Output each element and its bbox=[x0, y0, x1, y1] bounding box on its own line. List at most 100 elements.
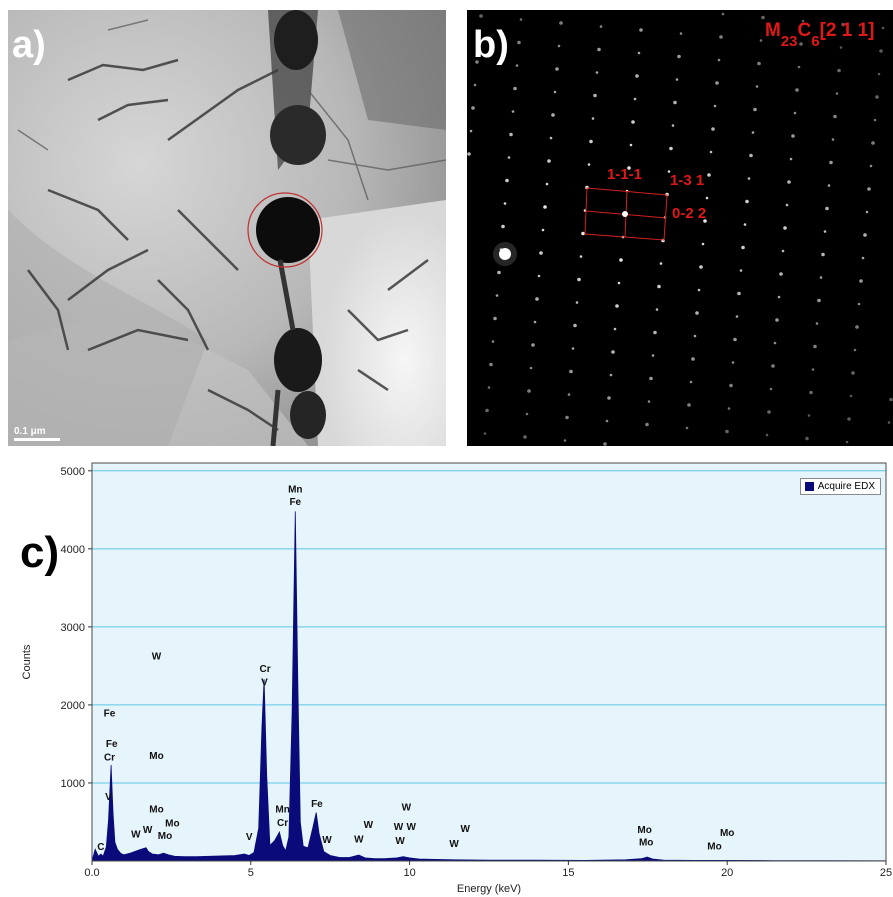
panel-c-letter: c) bbox=[20, 528, 60, 577]
diffraction-spot bbox=[617, 281, 621, 285]
diffraction-spot bbox=[839, 46, 843, 49]
peak-label: C bbox=[97, 842, 104, 853]
diffraction-spot bbox=[735, 315, 739, 318]
diffraction-spot bbox=[767, 410, 771, 414]
diffraction-spot bbox=[703, 219, 707, 223]
diffraction-spot bbox=[773, 341, 777, 345]
diffraction-spot bbox=[783, 226, 787, 230]
diffraction-spot bbox=[555, 67, 559, 71]
panel-a-letter: a) bbox=[12, 24, 46, 66]
diffraction-spot bbox=[589, 139, 593, 144]
diffraction-spot bbox=[853, 348, 857, 352]
peak-label: Mo bbox=[149, 805, 163, 816]
diffraction-spot bbox=[563, 439, 567, 442]
diffraction-spot bbox=[659, 262, 663, 265]
diffraction-spot bbox=[805, 436, 809, 441]
diffraction-spot bbox=[731, 361, 735, 364]
diffraction-spot bbox=[835, 92, 839, 95]
diffraction-spot bbox=[759, 39, 763, 42]
diffraction-spot bbox=[811, 368, 815, 371]
scale-bar-label: 0.1 μm bbox=[14, 426, 46, 437]
diffraction-spot bbox=[559, 21, 563, 25]
diffraction-spot bbox=[595, 71, 599, 74]
diffraction-spot bbox=[889, 397, 893, 402]
diffraction-spot bbox=[749, 153, 753, 158]
diffraction-spot bbox=[793, 111, 797, 115]
diffraction-spot bbox=[715, 81, 719, 85]
diffraction-spot bbox=[871, 141, 875, 145]
diffraction-spot bbox=[537, 274, 541, 278]
spot-label-1-3-1: 1-3 1 bbox=[670, 172, 705, 189]
diffraction-spot bbox=[505, 178, 509, 183]
diffraction-spot bbox=[487, 386, 491, 389]
x-tick-label: 5 bbox=[248, 867, 254, 879]
peak-label: Fe bbox=[311, 799, 323, 810]
diffraction-spot bbox=[539, 251, 543, 255]
bright-spot-halo bbox=[493, 242, 517, 266]
diffraction-spot bbox=[675, 78, 679, 81]
peak-label: Mo bbox=[165, 819, 179, 830]
diffraction-spot bbox=[741, 245, 745, 250]
diffraction-spot bbox=[553, 90, 557, 94]
diffraction-spot bbox=[719, 35, 723, 39]
diffraction-spot bbox=[695, 311, 699, 315]
diffraction-spot bbox=[473, 83, 477, 87]
peak-label: W bbox=[364, 820, 374, 831]
x-tick-label: 0.0 bbox=[84, 867, 99, 879]
diffraction-spot bbox=[527, 389, 531, 393]
diffraction-spot bbox=[709, 150, 713, 154]
diffraction-spot bbox=[725, 429, 729, 434]
diffraction-spot bbox=[825, 206, 829, 211]
peak-label: Mo bbox=[707, 841, 721, 852]
diffraction-spot bbox=[655, 308, 659, 311]
diffraction-spot bbox=[673, 100, 677, 105]
diffraction-spot bbox=[831, 138, 835, 141]
panel-b-diffraction-pattern: b) M23C6[2 1 1] 1-1-1 1-3 1 0-2 2 bbox=[467, 10, 893, 446]
diffraction-spot bbox=[757, 61, 761, 66]
diffraction-spot bbox=[575, 301, 579, 304]
diffraction-spot bbox=[477, 37, 481, 41]
diffraction-image bbox=[467, 12, 893, 446]
panel-b-letter: b) bbox=[473, 24, 509, 66]
diffraction-spot bbox=[517, 40, 521, 45]
zone-axis: [2 1 1] bbox=[819, 20, 875, 41]
diffraction-spot bbox=[841, 22, 845, 27]
diffraction-spot bbox=[535, 297, 539, 301]
diffraction-spot bbox=[693, 334, 697, 338]
diffraction-spot bbox=[761, 15, 765, 20]
diffraction-spot bbox=[543, 205, 547, 209]
diffraction-spot bbox=[717, 58, 721, 62]
peak-label: Mn bbox=[275, 805, 289, 816]
diffraction-spot bbox=[531, 343, 535, 347]
peak-label: Cr bbox=[277, 818, 288, 829]
diffraction-spot bbox=[737, 291, 741, 296]
diffraction-spot bbox=[511, 110, 515, 113]
diffraction-spot bbox=[795, 88, 799, 92]
peak-label: Cr bbox=[104, 752, 115, 763]
diffraction-spot bbox=[529, 366, 533, 370]
diffraction-spot bbox=[609, 373, 613, 377]
diffraction-spot bbox=[549, 136, 553, 140]
peak-label: V bbox=[261, 677, 268, 688]
diffraction-spot bbox=[581, 231, 585, 236]
peak-label: V bbox=[246, 832, 253, 843]
diffraction-spot bbox=[747, 177, 751, 180]
y-tick-label: 4000 bbox=[61, 544, 85, 556]
diffraction-spot bbox=[645, 422, 649, 427]
diffraction-spot bbox=[509, 132, 513, 137]
diffraction-spot bbox=[619, 258, 623, 262]
diffraction-spot bbox=[787, 180, 791, 184]
diffraction-spot bbox=[799, 42, 803, 46]
diffraction-spot bbox=[523, 435, 527, 439]
peak-label: W bbox=[131, 830, 141, 841]
diffraction-spot bbox=[597, 47, 601, 52]
peak-label: W bbox=[402, 802, 412, 813]
x-tick-label: 15 bbox=[562, 867, 574, 879]
diffraction-spot bbox=[679, 32, 683, 35]
diffraction-spot bbox=[813, 344, 817, 349]
peak-label: Mo bbox=[637, 825, 651, 836]
panel-c-edx-spectrum: 0.0 5 10 15 20 25 1000 2000 3000 4000 5000 C V Cr Fe F… bbox=[8, 459, 893, 897]
diffraction-spot bbox=[651, 354, 655, 357]
diffraction-spot bbox=[567, 393, 571, 396]
diffraction-spot bbox=[789, 157, 793, 161]
